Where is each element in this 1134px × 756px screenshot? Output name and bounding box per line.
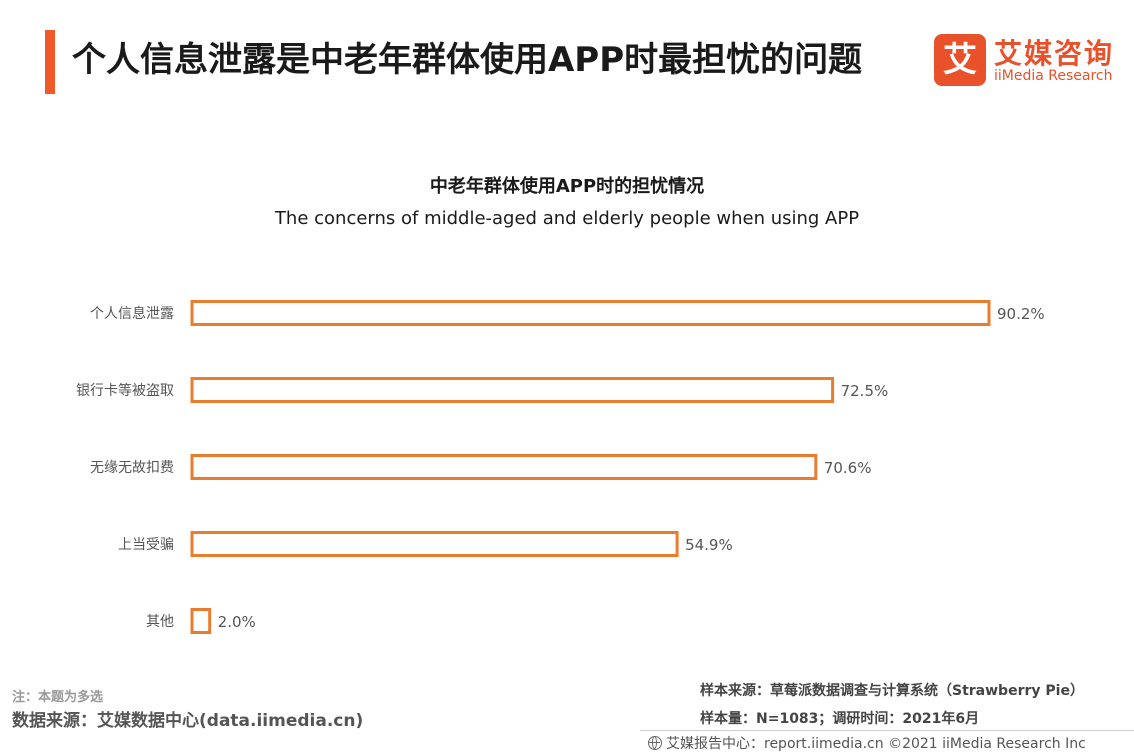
category-label: 个人信息泄露 (90, 305, 174, 322)
sample-size: 样本量：N=1083；调研时间：2021年6月 (700, 711, 980, 727)
category-label: 上当受骗 (118, 537, 174, 553)
page-title: 个人信息泄露是中老年群体使用APP时最担忧的问题 (72, 40, 863, 80)
bar (190, 454, 818, 480)
chart-subtitle: The concerns of middle-aged and elderly … (274, 208, 860, 229)
logo-english-name: iiMedia Research (994, 68, 1113, 84)
value-label: 72.5% (841, 382, 889, 400)
chart-title: 中老年群体使用APP时的担忧情况 (429, 176, 705, 197)
footer: 艾媒报告中心：report.iimedia.cn ©2021 iiMedia R… (648, 733, 1086, 753)
bar (190, 377, 835, 403)
footer-text: 艾媒报告中心：report.iimedia.cn ©2021 iiMedia R… (666, 736, 1086, 752)
category-label: 银行卡等被盗取 (76, 382, 174, 399)
bar (190, 300, 991, 326)
bar (190, 608, 212, 634)
value-label: 90.2% (997, 305, 1045, 323)
data-source: 数据来源：艾媒数据中心(data.iimedia.cn) (12, 711, 364, 731)
footer-divider (640, 730, 1134, 731)
brand-logo: 艾 艾媒咨询 iiMedia Research (934, 34, 1124, 90)
sample-source: 样本来源：草莓派数据调查与计算系统（Strawberry Pie） (700, 683, 1084, 699)
category-label: 其他 (146, 614, 174, 630)
logo-chinese-name: 艾媒咨询 (994, 37, 1115, 70)
globe-icon (648, 736, 662, 750)
value-label: 54.9% (685, 536, 733, 554)
title-accent-bar (45, 30, 55, 94)
bar (190, 531, 679, 557)
category-label: 无缘无故扣费 (90, 460, 174, 476)
logo-mark-icon: 艾 (934, 34, 986, 86)
value-label: 70.6% (824, 459, 872, 477)
multi-choice-note: 注：本题为多选 (12, 690, 104, 705)
value-label: 2.0% (218, 613, 256, 631)
